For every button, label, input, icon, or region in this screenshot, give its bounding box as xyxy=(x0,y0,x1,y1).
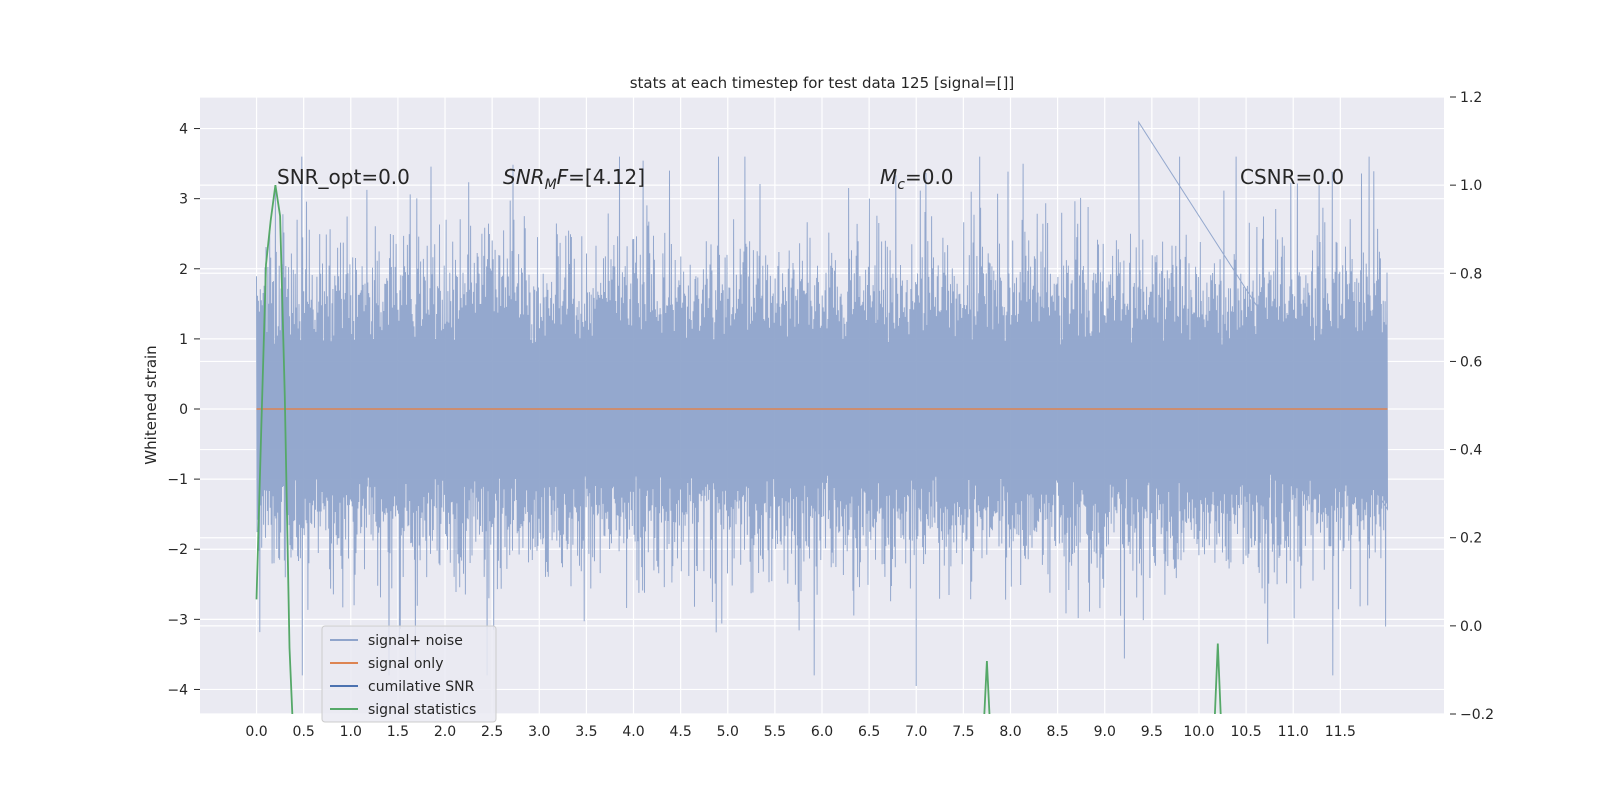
x-tick-label: 7.0 xyxy=(905,724,927,740)
mc-sub: c xyxy=(897,177,905,193)
snr-mf-rest-f: F xyxy=(557,165,569,189)
x-tick-label: 4.5 xyxy=(670,724,692,740)
x-tick-label: 5.5 xyxy=(764,724,786,740)
legend-label: signal statistics xyxy=(368,702,476,718)
series-layer xyxy=(255,120,1389,714)
snr-mf-rest: =[4.12] xyxy=(568,165,645,189)
legend-label: signal only xyxy=(368,656,443,672)
x-tick-label: 6.5 xyxy=(858,724,880,740)
x-tick-label: 1.0 xyxy=(340,724,362,740)
mc-main: M xyxy=(880,165,897,189)
legend-label: signal+ noise xyxy=(368,633,463,649)
x-tick-label: 10.0 xyxy=(1183,724,1214,740)
x-tick-label: 10.5 xyxy=(1231,724,1262,740)
snr-mf-main: SNR xyxy=(503,165,545,189)
legend: signal+ noise signal only cumilative SNR si… xyxy=(321,625,497,723)
y2-tick-label: −0.2 xyxy=(1460,707,1494,723)
x-tick-label: 8.5 xyxy=(1046,724,1068,740)
y-tick-label: −2 xyxy=(167,542,188,558)
y-tick-label: 4 xyxy=(179,122,188,138)
y-tick-label: 3 xyxy=(179,192,188,208)
legend-label: cumilative SNR xyxy=(368,679,475,695)
y-tick-label: 2 xyxy=(179,262,188,278)
x-tick-label: 9.0 xyxy=(1094,724,1116,740)
mc-rest: =0.0 xyxy=(905,165,954,189)
x-tick-label: 9.5 xyxy=(1141,724,1163,740)
y-axis-ticks: 4 3 2 1 0 −1 −2 −3 −4 xyxy=(167,122,200,698)
y-tick-label: 0 xyxy=(179,402,188,418)
x-axis-ticks: 0.0 0.5 1.0 1.5 2.0 2.5 3.0 3.5 4.0 4.5 5.0 5.5 6.0 6… xyxy=(245,724,1356,740)
y-tick-label: −1 xyxy=(167,472,188,488)
legend-box xyxy=(321,625,497,723)
y-tick-label: −3 xyxy=(167,612,188,628)
snr-mf-sub: M xyxy=(545,177,557,193)
x-tick-label: 0.5 xyxy=(293,724,315,740)
annotation-csnr: CSNR=0.0 xyxy=(1240,165,1344,189)
annotation-snr-mf: SNRMF=[4.12] xyxy=(503,165,645,193)
x-tick-label: 5.0 xyxy=(717,724,739,740)
y2-tick-label: 0.6 xyxy=(1460,354,1482,370)
y2-tick-label: 0.2 xyxy=(1460,531,1482,547)
y2-tick-label: 1.2 xyxy=(1460,90,1482,106)
x-tick-label: 2.5 xyxy=(481,724,503,740)
chart-title: stats at each timestep for test data 125… xyxy=(630,74,1015,92)
series-signal-noise-line xyxy=(256,120,1389,686)
x-tick-label: 4.0 xyxy=(622,724,644,740)
x-tick-label: 2.0 xyxy=(434,724,456,740)
annotation-mc: Mc=0.0 xyxy=(880,165,954,193)
y2-tick-label: 1.0 xyxy=(1460,178,1482,194)
annotation-snr-opt: SNR_opt=0.0 xyxy=(277,165,410,189)
x-tick-label: 7.5 xyxy=(952,724,974,740)
series-signal-statistics-spike xyxy=(1214,643,1222,714)
x-tick-label: 6.0 xyxy=(811,724,833,740)
y2-axis-ticks: 1.2 1.0 0.8 0.6 0.4 0.2 0.0 −0.2 xyxy=(1450,90,1494,723)
x-tick-label: 11.0 xyxy=(1278,724,1309,740)
x-tick-label: 3.0 xyxy=(528,724,550,740)
y2-tick-label: 0.8 xyxy=(1460,266,1482,282)
x-tick-label: 1.5 xyxy=(387,724,409,740)
y2-tick-label: 0.0 xyxy=(1460,619,1482,635)
x-tick-label: 3.5 xyxy=(575,724,597,740)
x-tick-label: 0.0 xyxy=(245,724,267,740)
y-tick-label: −4 xyxy=(167,682,188,698)
series-signal-statistics-spike xyxy=(983,661,991,714)
x-tick-label: 11.5 xyxy=(1325,724,1356,740)
y-tick-label: 1 xyxy=(179,332,188,348)
y-axis-label: Whitened strain xyxy=(142,345,160,464)
x-tick-label: 8.0 xyxy=(999,724,1021,740)
series-signal-statistics-line xyxy=(255,184,294,714)
y2-tick-label: 0.4 xyxy=(1460,443,1482,459)
